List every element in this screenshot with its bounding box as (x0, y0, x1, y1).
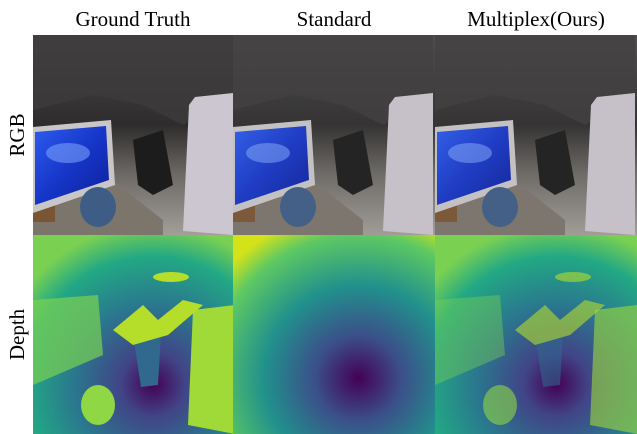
depth-wall-right (188, 305, 235, 434)
depth-wall-right (590, 305, 637, 434)
depth-leaf (153, 272, 189, 282)
map-light (46, 143, 90, 163)
blur-veil (233, 35, 435, 235)
depth-image (435, 235, 637, 434)
whiteboard (183, 93, 233, 235)
column-header: Standard (297, 7, 372, 31)
depth-image (233, 235, 435, 434)
column-header: Multiplex(Ours) (467, 7, 605, 31)
depth-leaf (555, 272, 591, 282)
rgb-image (435, 35, 637, 235)
row-label: RGB (5, 113, 29, 156)
bag (80, 187, 116, 227)
row-label: Depth (5, 308, 29, 360)
rgb-image (233, 35, 435, 235)
depth-image (33, 235, 235, 434)
rgb-image (33, 35, 233, 235)
depth-bag (81, 385, 115, 425)
depth-background (233, 235, 435, 434)
depth-bag (483, 385, 517, 425)
blur-veil (435, 35, 637, 235)
column-header: Ground Truth (76, 7, 191, 31)
figure: Ground Truth Standard Multiplex(Ours) RGB De… (0, 0, 637, 434)
